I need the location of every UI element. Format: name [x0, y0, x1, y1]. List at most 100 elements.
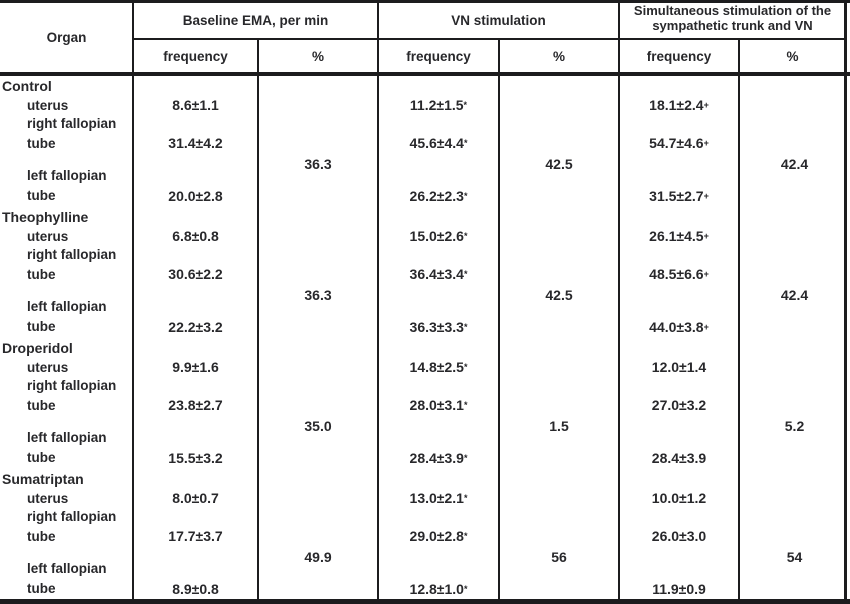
cell-vn-frequency: 28.0±3.1 * [409, 397, 468, 413]
organ-label-uterus: uterus [27, 228, 69, 244]
value: 42.5 [545, 155, 573, 172]
subheader-baseline-percent: % [311, 48, 324, 64]
organ-label-tube: tube [27, 188, 56, 203]
header-divider [132, 38, 846, 40]
cell-vn-frequency: 36.4±3.4 * [409, 266, 468, 282]
cell-sim-percent: 42.4 [739, 76, 850, 207]
value: 15.0±2.6 [409, 228, 464, 244]
cell-baseline-frequency: 6.8±0.8 [133, 227, 258, 245]
cell-vn-frequency: 13.0±2.1 * [409, 490, 468, 506]
cell-sim-frequency: 54.7±4.6 + [649, 135, 709, 151]
cell-vn-percent: 56 [499, 469, 619, 600]
subheader-sim-frequency: frequency [646, 48, 712, 64]
value: 54 [786, 548, 803, 565]
cell-baseline-frequency: 17.7±3.7 [133, 525, 258, 547]
subheader-divider [0, 72, 850, 76]
organ-label-tube: tube [27, 397, 56, 413]
organ-group-theophylline: Theophylline uterus right fallopian tube… [0, 207, 850, 338]
column-divider [618, 0, 620, 604]
group-name: Control [2, 78, 52, 94]
cell-vn-percent: 42.5 [499, 76, 619, 207]
value: 36.4±3.4 [409, 266, 464, 282]
cell-sim-frequency: 11.9±0.9 [619, 577, 739, 600]
value: 28.0±3.1 [409, 397, 464, 413]
cell-vn-frequency: 15.0±2.6 * [409, 228, 468, 244]
value: 13.0±2.1 [409, 490, 464, 506]
value: 11.2±1.5 [409, 97, 464, 113]
cell-sim-percent: 5.2 [739, 338, 850, 469]
cell-sim-frequency: 10.0±1.2 [619, 489, 739, 507]
cell-sim-frequency: 48.5±6.6 + [649, 266, 709, 282]
organ-label-tube: tube [27, 528, 56, 544]
organ-label-uterus: uterus [27, 97, 69, 113]
organ-label-tube: tube [27, 581, 56, 596]
organ-group-sumatriptan: Sumatriptan uterus right fallopian tube … [0, 469, 850, 600]
value: 29.0±2.8 [409, 528, 464, 544]
cell-baseline-percent: 35.0 [258, 338, 378, 469]
organ-label-left-fallopian: left fallopian [27, 560, 107, 576]
organ-label-right-fallopian: right fallopian [27, 377, 117, 393]
cell-baseline-frequency: 9.9±1.6 [133, 358, 258, 376]
column-divider [498, 38, 500, 604]
column-divider [377, 0, 379, 604]
organ-label-tube: tube [27, 450, 56, 465]
organ-label-right-fallopian: right fallopian [27, 508, 117, 524]
value: 26.2±2.3 [409, 187, 464, 204]
col-header-vn-stimulation: VN stimulation [451, 12, 546, 28]
cell-baseline-frequency: 31.4±4.2 [133, 132, 258, 154]
cell-vn-frequency: 11.2±1.5 * [409, 97, 468, 113]
col-header-baseline-ema: Baseline EMA, per min [182, 12, 329, 28]
cell-baseline-frequency: 8.0±0.7 [133, 489, 258, 507]
cell-sim-frequency: 12.0±1.4 [619, 358, 739, 376]
value: 10.0±1.2 [651, 490, 707, 506]
value: 14.8±2.5 [409, 359, 464, 375]
value: 26.0±3.0 [651, 528, 707, 544]
value: 35.0 [304, 417, 332, 434]
cell-vn-percent: 1.5 [499, 338, 619, 469]
value: 5.2 [784, 417, 805, 434]
subheader-sim-percent: % [786, 48, 799, 64]
cell-baseline-frequency: 20.0±2.8 [133, 184, 258, 207]
cell-baseline-frequency: 22.2±3.2 [133, 315, 258, 338]
cell-sim-frequency: 27.0±3.2 [619, 394, 739, 416]
table-border-top [0, 0, 850, 3]
value: 12.0±1.4 [651, 359, 707, 375]
cell-sim-frequency: 28.4±3.9 [619, 446, 739, 469]
cell-vn-frequency: 36.3±3.3 * [409, 318, 468, 335]
organ-label-tube: tube [27, 135, 56, 151]
cell-baseline-percent: 36.3 [258, 76, 378, 207]
value: 1.5 [549, 417, 569, 434]
value: 22.2±3.2 [168, 318, 223, 335]
value: 48.5±6.6 [649, 266, 704, 282]
value: 28.4±3.9 [651, 449, 707, 466]
value: 31.5±2.7 [649, 187, 704, 204]
organ-label-left-fallopian: left fallopian [27, 429, 107, 445]
value: 49.9 [304, 548, 332, 565]
value: 30.6±2.2 [168, 266, 223, 282]
cell-baseline-percent: 36.3 [258, 207, 378, 338]
value: 28.4±3.9 [409, 449, 464, 466]
cell-baseline-frequency: 8.6±1.1 [133, 96, 258, 114]
cell-sim-percent: 42.4 [739, 207, 850, 338]
cell-baseline-frequency: 15.5±3.2 [133, 446, 258, 469]
value: 36.3±3.3 [409, 318, 464, 335]
cell-sim-frequency: 26.1±4.5 + [649, 228, 709, 244]
cell-sim-frequency: 44.0±3.8 + [649, 318, 709, 335]
column-divider [257, 38, 259, 604]
value: 18.1±2.4 [649, 97, 704, 113]
subheader-vn-percent: % [552, 48, 565, 64]
value: 15.5±3.2 [168, 449, 223, 466]
group-name: Droperidol [2, 340, 73, 356]
cell-baseline-frequency: 23.8±2.7 [133, 394, 258, 416]
cell-vn-frequency: 12.8±1.0 * [409, 580, 468, 597]
col-header-organ: Organ [46, 29, 87, 45]
organ-label-right-fallopian: right fallopian [27, 246, 117, 262]
group-name: Sumatriptan [2, 471, 84, 487]
cell-sim-percent: 54 [739, 469, 850, 600]
value: 20.0±2.8 [168, 187, 223, 204]
value: 23.8±2.7 [168, 397, 223, 413]
organ-label-tube: tube [27, 319, 56, 334]
col-header-simultaneous-stimulation: Simultaneous stimulation of the sympathe… [633, 3, 832, 33]
value: 54.7±4.6 [649, 135, 704, 151]
